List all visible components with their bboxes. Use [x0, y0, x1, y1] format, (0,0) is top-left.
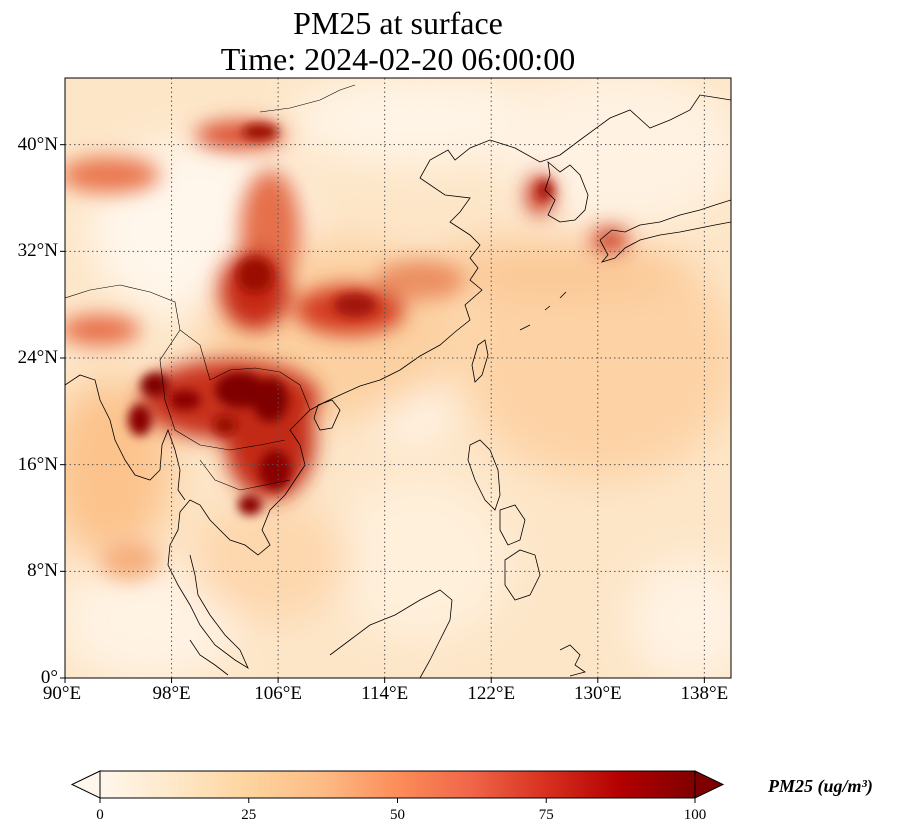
lat-tick-label: 32°N	[17, 240, 58, 262]
colorbar-tick-label: 50	[390, 807, 405, 823]
map-title: PM25 at surface	[293, 5, 503, 41]
colorbar	[70, 770, 725, 803]
lat-tick-label: 40°N	[17, 133, 58, 155]
colorbar-tick-label: 75	[538, 807, 554, 823]
colorbar-tick-label: 100	[683, 807, 707, 823]
colorbar-tick-label: 0	[96, 807, 104, 823]
colorbar-extend-min	[70, 770, 101, 799]
lon-tick-label: 138°E	[680, 683, 729, 704]
lon-tick-label: 122°E	[467, 683, 516, 704]
colorbar-tick-label: 25	[241, 807, 257, 823]
lat-tick-label: 8°N	[27, 560, 58, 582]
colorbar-label: PM25 (ug/m³)	[768, 776, 873, 796]
map-subtitle-time: Time: 2024-02-20 06:00:00	[220, 41, 576, 77]
lat-tick-label: 24°N	[17, 347, 58, 368]
colorbar-extend-max	[694, 770, 725, 799]
lon-tick-label: 114°E	[361, 683, 409, 704]
map-frame	[64, 77, 732, 679]
lat-tick-label: 0°	[40, 667, 58, 688]
lon-tick-label: 106°E	[254, 683, 302, 704]
lon-tick-label: 98°E	[152, 683, 191, 704]
map-tick-marks	[60, 144, 705, 683]
pm25-field	[65, 78, 731, 678]
coastlines	[65, 84, 731, 678]
map-gridlines	[65, 78, 731, 678]
lon-tick-label: 90°E	[42, 683, 82, 704]
lat-tick-label: 16°N	[17, 453, 58, 475]
lon-tick-label: 130°E	[573, 683, 622, 704]
